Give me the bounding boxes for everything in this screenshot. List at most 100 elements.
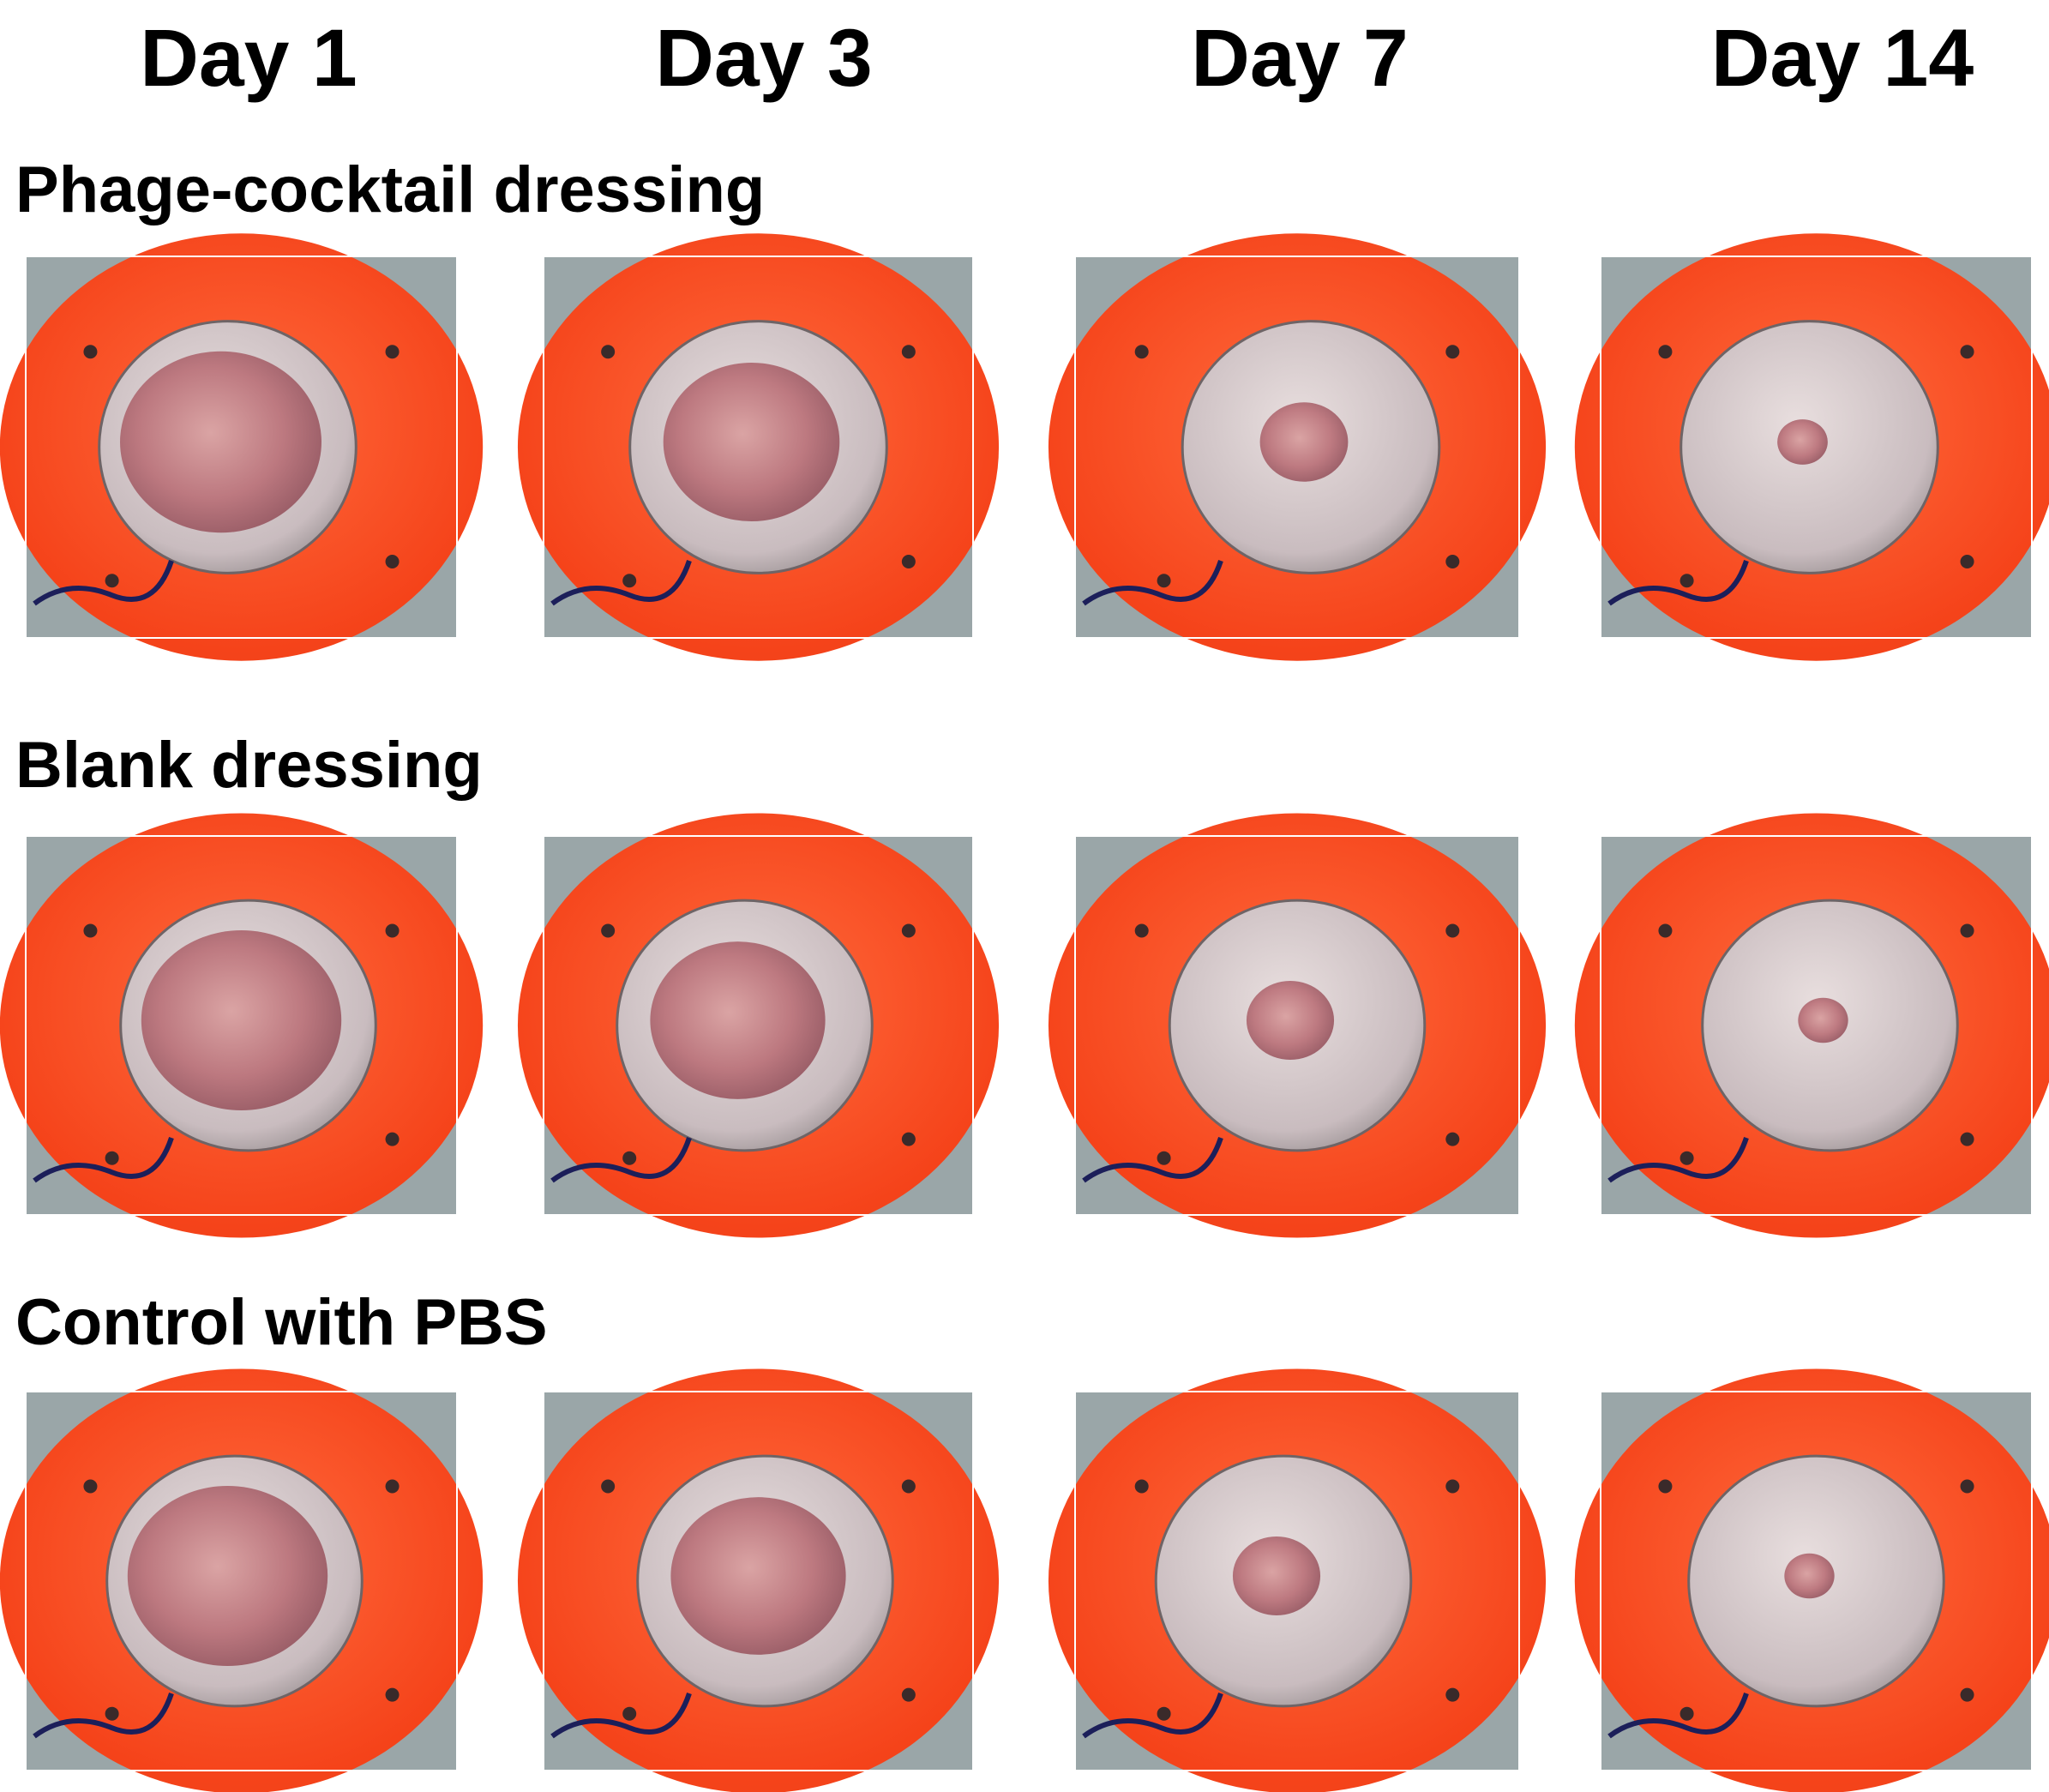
suture-hole: [1157, 1706, 1171, 1721]
suture-hole: [1960, 1132, 1974, 1146]
suture-hole: [601, 345, 616, 359]
suture-hole: [1134, 1479, 1149, 1494]
wound-photo: [0, 813, 484, 1238]
suture-hole: [1658, 345, 1673, 359]
wound-area: [1246, 981, 1335, 1060]
splint-clip: [1600, 256, 2033, 639]
splint-clip: [25, 256, 458, 639]
wound-photo: [1048, 813, 1547, 1238]
suture-hole: [622, 1151, 637, 1165]
splint-clip: [543, 1391, 974, 1771]
suture-hole: [1445, 555, 1460, 568]
suture-hole: [1157, 574, 1171, 588]
wound-photo: [1574, 1368, 2049, 1792]
wound-photo: [517, 233, 1000, 661]
column-header: Day 3: [655, 13, 873, 104]
wound-photo: [518, 1368, 999, 1792]
suture-hole: [901, 1687, 916, 1702]
suture: [1607, 1693, 1749, 1739]
suture-hole: [901, 1479, 916, 1494]
suture-hole: [901, 923, 916, 938]
splint-clip: [25, 1391, 458, 1771]
suture-hole: [1445, 923, 1460, 938]
column-header: Day 14: [1711, 13, 1974, 104]
suture-hole: [1679, 1151, 1694, 1165]
splint-clip: [1074, 1391, 1520, 1771]
suture-hole: [622, 574, 637, 588]
wound-area: [670, 1497, 846, 1655]
suture-hole: [105, 1706, 119, 1721]
wound-area: [650, 941, 826, 1099]
suture-hole: [385, 555, 400, 568]
suture-hole: [1679, 1706, 1694, 1721]
suture-hole: [1960, 1687, 1974, 1702]
wound-photo: [0, 1368, 484, 1792]
row-label: Control with PBS: [15, 1286, 548, 1359]
suture-hole: [1134, 345, 1149, 359]
suture-hole: [1658, 1479, 1673, 1494]
suture-hole: [1445, 1479, 1460, 1494]
suture-hole: [83, 923, 98, 938]
wound-photo: [1048, 233, 1547, 661]
row-label: Blank dressing: [15, 729, 483, 802]
wound-area: [1259, 402, 1349, 482]
suture: [33, 560, 174, 606]
suture: [550, 560, 692, 606]
splint-clip: [1600, 835, 2033, 1216]
wound-area: [1798, 997, 1848, 1043]
suture-hole: [385, 923, 400, 938]
suture-hole: [1960, 923, 1974, 938]
suture: [1607, 1137, 1749, 1183]
suture: [1082, 1693, 1223, 1739]
suture-hole: [901, 345, 916, 359]
splint-clip: [543, 835, 974, 1216]
suture: [1607, 560, 1749, 606]
wound-area: [663, 362, 840, 522]
suture-hole: [385, 1687, 400, 1702]
suture: [33, 1693, 174, 1739]
suture-hole: [1134, 923, 1149, 938]
suture-hole: [1679, 574, 1694, 588]
suture: [1082, 560, 1223, 606]
column-header: Day 7: [1191, 13, 1409, 104]
suture-hole: [385, 1479, 400, 1494]
suture: [550, 1693, 692, 1739]
splint-clip: [543, 256, 974, 639]
suture-hole: [1658, 923, 1673, 938]
wound-photo: [1574, 233, 2049, 661]
wound-area: [1777, 419, 1828, 465]
suture-hole: [105, 574, 119, 588]
suture-hole: [1445, 345, 1460, 359]
wound-photo: [517, 813, 1000, 1238]
suture-hole: [1960, 555, 1974, 568]
splint-clip: [1074, 835, 1520, 1216]
splint-clip: [25, 835, 458, 1216]
suture-hole: [1445, 1132, 1460, 1146]
row-label: Phage-cocktail dressing: [15, 153, 765, 226]
splint-clip: [1074, 256, 1520, 639]
suture-hole: [901, 555, 916, 568]
suture-hole: [1960, 345, 1974, 359]
suture-hole: [385, 1132, 400, 1146]
splint-clip: [1600, 1391, 2033, 1771]
column-header: Day 1: [140, 13, 358, 104]
suture-hole: [1960, 1479, 1974, 1494]
suture-hole: [385, 345, 400, 359]
suture-hole: [622, 1706, 637, 1721]
suture: [550, 1137, 692, 1183]
suture-hole: [83, 345, 98, 359]
suture-hole: [601, 923, 616, 938]
suture-hole: [105, 1151, 119, 1165]
suture-hole: [901, 1132, 916, 1146]
wound-photo: [1049, 1368, 1546, 1792]
wound-area: [141, 929, 342, 1111]
suture: [33, 1137, 174, 1183]
suture-hole: [1157, 1151, 1171, 1165]
wound-area: [1232, 1536, 1321, 1615]
wound-photo: [0, 233, 484, 661]
wound-area: [1784, 1553, 1835, 1599]
wound-area: [120, 351, 321, 533]
suture: [1082, 1137, 1223, 1183]
suture-hole: [1445, 1687, 1460, 1702]
